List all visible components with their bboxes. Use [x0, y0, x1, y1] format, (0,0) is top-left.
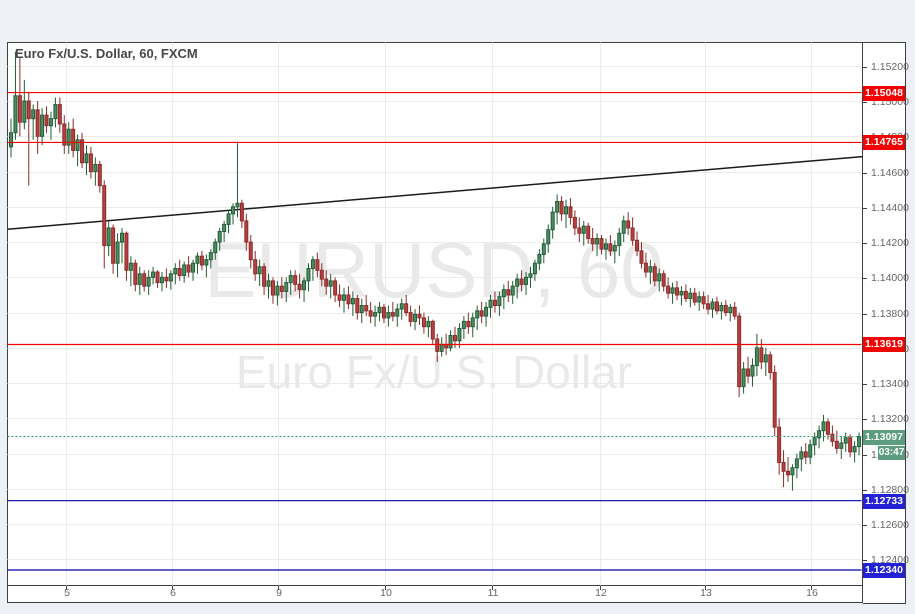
time-tick-dash: [811, 586, 812, 590]
price-tick-dash: [863, 278, 867, 279]
price-tick: 1.13400: [863, 377, 909, 391]
time-tick-dash: [492, 586, 493, 590]
price-tick: 1.14600: [863, 166, 909, 180]
price-axis[interactable]: 1.152001.150001.148001.146001.144001.142…: [863, 42, 909, 604]
price-tick-dash: [863, 490, 867, 491]
price-tick: 1.14000: [863, 271, 909, 285]
bar-countdown-label: 03:47: [878, 446, 905, 460]
time-tick-dash: [600, 586, 601, 590]
time-tick: 9: [276, 587, 282, 599]
time-tick: 13: [700, 587, 712, 599]
price-tick-dash: [863, 243, 867, 244]
price-tick: 1.15200: [863, 60, 909, 74]
chart-panel[interactable]: [7, 42, 863, 586]
time-tick-dash: [278, 586, 279, 590]
resistance-price-label: 1.15048: [863, 86, 905, 101]
time-tick-dash: [705, 586, 706, 590]
time-tick: 6: [170, 587, 176, 599]
time-tick: 10: [380, 587, 392, 599]
time-tick: 11: [487, 587, 499, 599]
chart-title: Euro Fx/U.S. Dollar, 60, FXCM: [15, 46, 198, 61]
time-tick: 16: [806, 587, 818, 599]
price-tick-dash: [863, 419, 867, 420]
price-tick-dash: [863, 102, 867, 103]
price-tick-dash: [863, 208, 867, 209]
support-price-label: 1.12340: [863, 563, 905, 578]
time-tick: 5: [64, 587, 70, 599]
price-tick: 1.12800: [863, 483, 909, 497]
price-tick-dash: [863, 525, 867, 526]
price-tick-dash: [863, 67, 867, 68]
price-tick: 1.12600: [863, 518, 909, 532]
time-tick-dash: [66, 586, 67, 590]
support-price-label: 1.12733: [863, 494, 905, 509]
price-tick-dash: [863, 384, 867, 385]
time-tick-dash: [385, 586, 386, 590]
price-tick: 1.14400: [863, 201, 909, 215]
resistance-price-label: 1.14765: [863, 135, 905, 150]
price-tick: 1.13800: [863, 307, 909, 321]
price-tick-dash: [863, 314, 867, 315]
time-axis[interactable]: 5 6 9 10 11 12 13 16: [7, 586, 863, 603]
price-tick: 1.13200: [863, 412, 909, 426]
resistance-price-label: 1.13619: [863, 337, 905, 352]
price-tick: 1.14200: [863, 236, 909, 250]
time-tick-dash: [172, 586, 173, 590]
current-price-label: 1.13097: [863, 430, 905, 445]
time-tick: 12: [595, 587, 607, 599]
price-tick-dash: [863, 173, 867, 174]
price-tick-dash: [863, 455, 867, 456]
price-tick-dash: [863, 560, 867, 561]
